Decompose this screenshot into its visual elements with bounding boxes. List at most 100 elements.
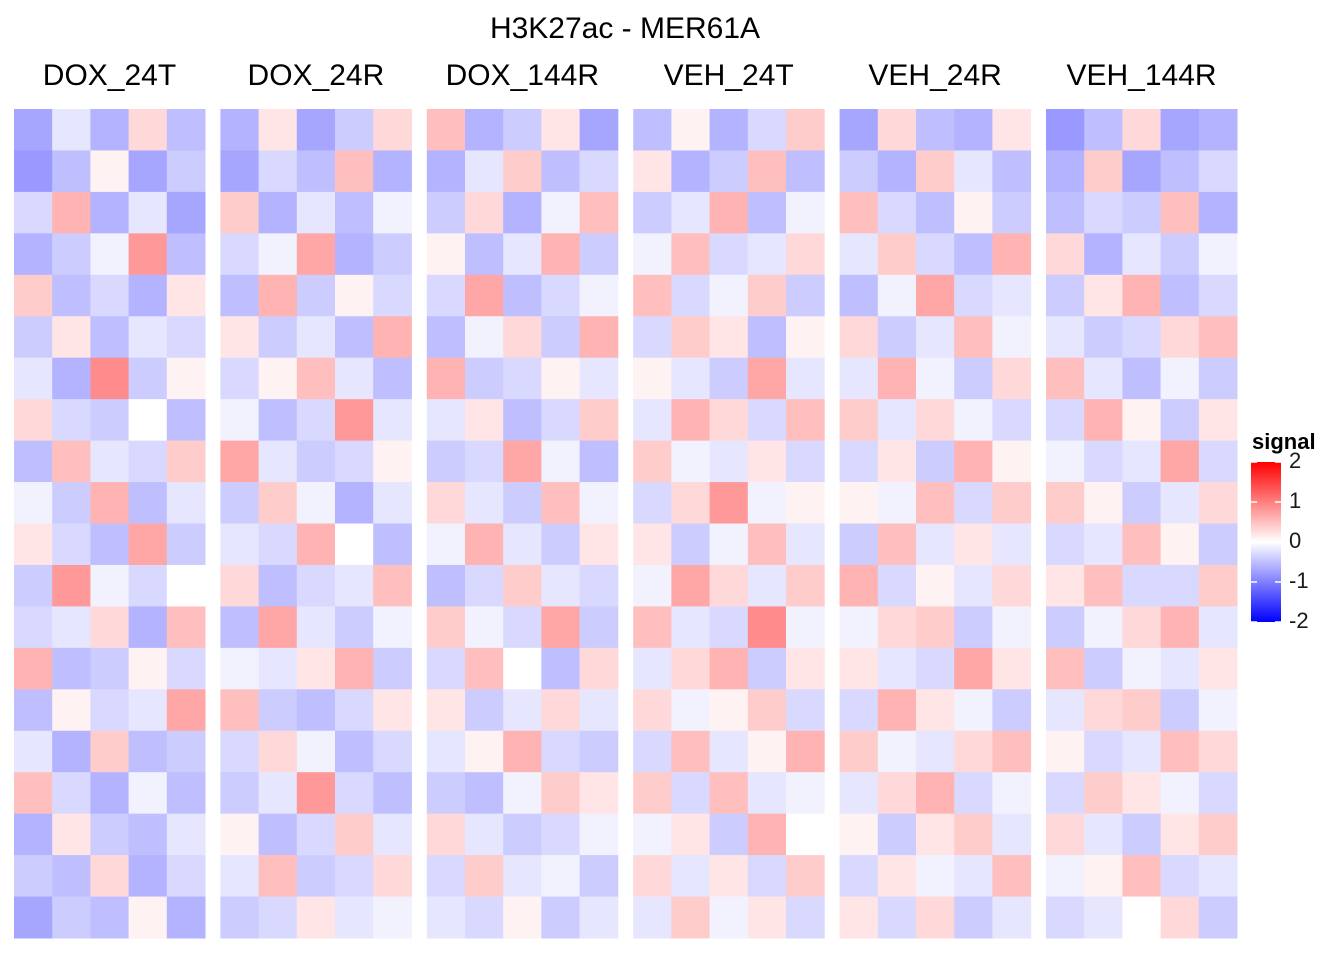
heatmap-cell [296, 440, 336, 483]
heatmap-cell [747, 357, 787, 400]
heatmap-cell [128, 150, 168, 193]
heatmap-cell [839, 440, 879, 483]
heatmap-cell [90, 191, 130, 234]
heatmap-cell [992, 150, 1032, 193]
heatmap-cell [220, 191, 260, 234]
heatmap-cell [14, 440, 53, 483]
heatmap-cell [1198, 772, 1238, 815]
heatmap-cell [1198, 109, 1238, 151]
heatmap-cell [992, 316, 1032, 359]
heatmap-cell [90, 440, 130, 483]
heatmap-cell [14, 896, 53, 939]
heatmap-cell [633, 606, 672, 649]
heatmap-cell [671, 523, 711, 566]
heatmap-cell [1160, 689, 1200, 732]
heatmap-cell [709, 855, 749, 898]
heatmap-cell [992, 564, 1032, 607]
heatmap-cell [426, 689, 466, 732]
heatmap-cell [296, 730, 336, 773]
heatmap-cell [52, 233, 91, 276]
heatmap-cell [1084, 689, 1123, 732]
heatmap-cell [633, 813, 672, 856]
heatmap-cell [258, 233, 298, 276]
heatmap-cell [373, 191, 412, 234]
heatmap-cell [373, 150, 412, 193]
heatmap-cell [296, 109, 336, 151]
heatmap-cell [465, 730, 504, 773]
heatmap-cell [633, 564, 672, 607]
heatmap-cell [839, 399, 879, 442]
heatmap-cell [786, 440, 825, 483]
heatmap-cell [709, 606, 749, 649]
heatmap-cell [1046, 399, 1085, 442]
panel-label: VEH_24R [868, 59, 1001, 92]
heatmap-cell [579, 482, 619, 524]
heatmap-cell [373, 523, 412, 566]
heatmap-cell [954, 399, 993, 442]
heatmap-cell [992, 440, 1032, 483]
heatmap-cell [747, 564, 787, 607]
heatmap-cell [541, 150, 581, 193]
heatmap-cell [335, 647, 374, 690]
heatmap-cell [877, 772, 917, 815]
heatmap-cell [166, 191, 206, 234]
heatmap-cell [671, 357, 711, 400]
heatmap-cell [541, 316, 581, 359]
heatmap-cell [1122, 440, 1162, 483]
heatmap-cell [296, 855, 336, 898]
heatmap-cell [1160, 316, 1200, 359]
heatmap-cell [954, 730, 993, 773]
heatmap-cell [877, 357, 917, 400]
colorbar-tick-label: 0 [1289, 528, 1301, 553]
heatmap-cell [465, 689, 504, 732]
heatmap-cell [541, 896, 581, 939]
heatmap-cell [1046, 896, 1085, 939]
heatmap-cell [335, 730, 374, 773]
heatmap-cell [1198, 150, 1238, 193]
heatmap-cell [786, 689, 825, 732]
heatmap-cell [786, 523, 825, 566]
heatmap-cell [747, 316, 787, 359]
heatmap-cell [747, 440, 787, 483]
heatmap-cell [709, 150, 749, 193]
heatmap-cell [258, 564, 298, 607]
heatmap-cell [90, 316, 130, 359]
heatmap-cell [1084, 523, 1123, 566]
heatmap-cell [90, 233, 130, 276]
heatmap-cell [839, 896, 879, 939]
heatmap-cell [839, 689, 879, 732]
heatmap-cell [373, 689, 412, 732]
heatmap-cell [671, 399, 711, 442]
heatmap-cell [786, 896, 825, 939]
heatmap-cell [296, 813, 336, 856]
heatmap-cell [1122, 191, 1162, 234]
heatmap-cell [786, 855, 825, 898]
heatmap-cell [52, 440, 91, 483]
heatmap-cell [220, 440, 260, 483]
heatmap-cell [839, 730, 879, 773]
heatmap-cell [709, 357, 749, 400]
heatmap-cell [296, 399, 336, 442]
heatmap-cell [916, 109, 955, 151]
heatmap-cell [220, 399, 260, 442]
heatmap-cell [1122, 606, 1162, 649]
heatmap-cell [335, 316, 374, 359]
heatmap-cell [373, 647, 412, 690]
heatmap-cell [541, 274, 581, 317]
heatmap-cell [839, 523, 879, 566]
heatmap-cell [258, 730, 298, 773]
heatmap-cell [709, 523, 749, 566]
heatmap-cell [296, 647, 336, 690]
heatmap-cell [14, 730, 53, 773]
heatmap-cell [465, 357, 504, 400]
heatmap-cell [1160, 813, 1200, 856]
heatmap-cell [503, 564, 542, 607]
colorbar-tick-label: -1 [1289, 568, 1309, 593]
heatmap-cell [220, 647, 260, 690]
heatmap-cell [373, 482, 412, 524]
heatmap-cell [1160, 564, 1200, 607]
heatmap-cell [258, 647, 298, 690]
heatmap-cell [128, 109, 168, 151]
heatmap-cell [916, 564, 955, 607]
heatmap-cell [426, 855, 466, 898]
